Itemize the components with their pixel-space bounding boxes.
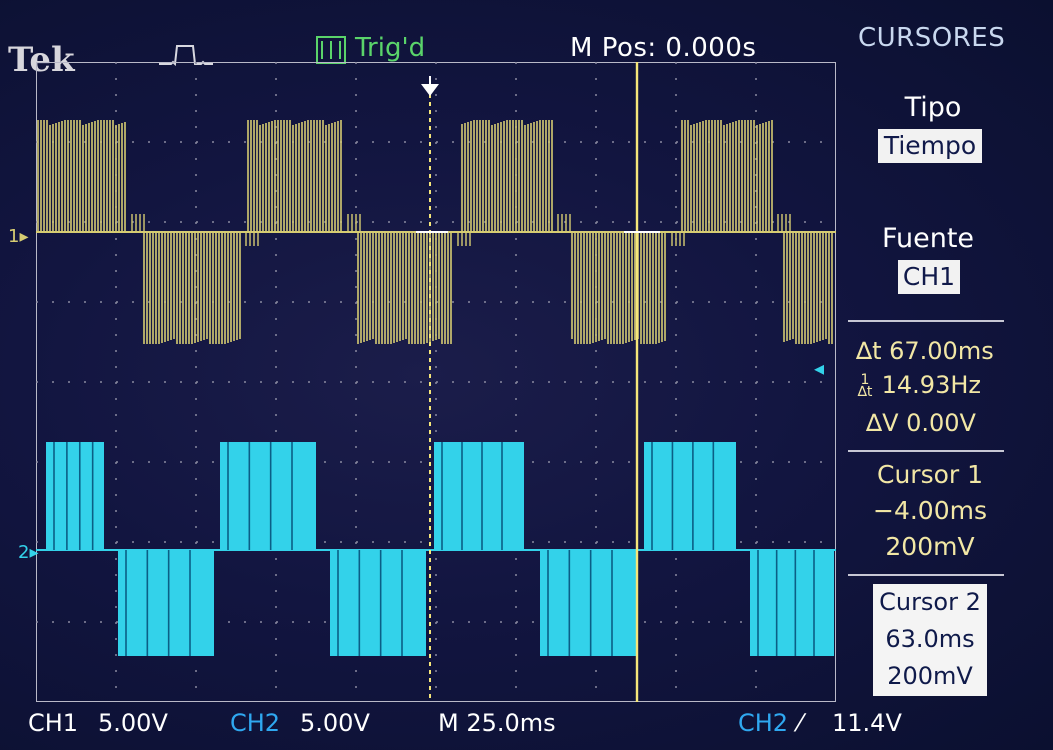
ch2-scale: 5.00V — [300, 709, 370, 737]
trigger-status-icon — [316, 36, 346, 64]
trigger-source: CH2 — [738, 709, 789, 737]
brand-logo: Tek — [8, 40, 75, 80]
cursor1-time: −4.00ms — [873, 496, 987, 525]
left-arrow-icon: ◂ — [814, 356, 825, 380]
ch2-pwm-block — [330, 550, 426, 656]
ch2-pwm-block — [220, 442, 316, 550]
menu-divider — [848, 450, 1004, 452]
ch1-ground-marker: 1▸ — [8, 226, 29, 247]
bottom-status-bar: CH1 5.00V CH2 5.00V M 25.0ms CH2 ⁄ 11.4V — [0, 704, 1053, 750]
ch1-scale: 5.00V — [98, 709, 168, 737]
source-label: Fuente — [881, 223, 975, 254]
type-value-button[interactable]: Tiempo — [878, 129, 982, 163]
down-arrow-icon — [421, 84, 439, 96]
ch2-pwm-block — [118, 550, 214, 656]
ch2-pwm-block — [644, 442, 736, 550]
ch2-label: CH2 — [230, 709, 281, 737]
ch1-waveform — [36, 120, 836, 344]
delta-v-readout: ∆V 0.00V — [866, 409, 976, 437]
cursor2-value: 200mV — [887, 662, 973, 690]
cursor2-time: 63.0ms — [885, 625, 975, 653]
rising-edge-icon: ⁄ — [798, 709, 803, 737]
cursor2-panel[interactable]: Cursor 2 63.0ms 200mV — [873, 584, 987, 696]
cursor1-title: Cursor 1 — [876, 460, 984, 489]
ch2-pwm-block — [540, 550, 636, 656]
menu-divider — [848, 320, 1004, 322]
waveform-display — [36, 62, 836, 702]
cursor2-title: Cursor 2 — [879, 588, 981, 616]
delta-icon: ∆ — [856, 337, 873, 365]
timebase: M 25.0ms — [438, 709, 556, 737]
trigger-level: 11.4V — [832, 709, 902, 737]
inverse-delta-t-readout: 1 ∆t 14.93Hz — [857, 371, 981, 400]
menu-title: CURSORES — [858, 23, 1006, 53]
ch1-label: CH1 — [28, 709, 79, 737]
ch2-pwm-block — [46, 442, 104, 550]
cursor1-panel[interactable]: Cursor 1 −4.00ms 200mV — [850, 457, 1010, 565]
cursor-lines — [416, 62, 660, 702]
ch2-ground-marker: 2▸ — [18, 542, 39, 563]
menu-divider — [848, 574, 1004, 576]
delta-icon: ∆ — [866, 409, 883, 437]
delta-t-readout: ∆t 67.00ms — [856, 337, 994, 365]
status-bar: Tek Trig'd M Pos: 0.000s CURSORES — [0, 0, 1053, 80]
horizontal-position: M Pos: 0.000s — [570, 33, 757, 63]
source-value-button[interactable]: CH1 — [898, 260, 960, 294]
ch2-pwm-block — [434, 442, 524, 550]
cursor1-value: 200mV — [885, 532, 975, 561]
ch2-waveform — [36, 442, 836, 656]
type-label: Tipo — [904, 92, 962, 123]
reciprocal-delta-icon: 1 ∆t — [857, 372, 873, 400]
ch2-pwm-block — [750, 550, 834, 656]
trigger-status: Trig'd — [355, 33, 426, 63]
